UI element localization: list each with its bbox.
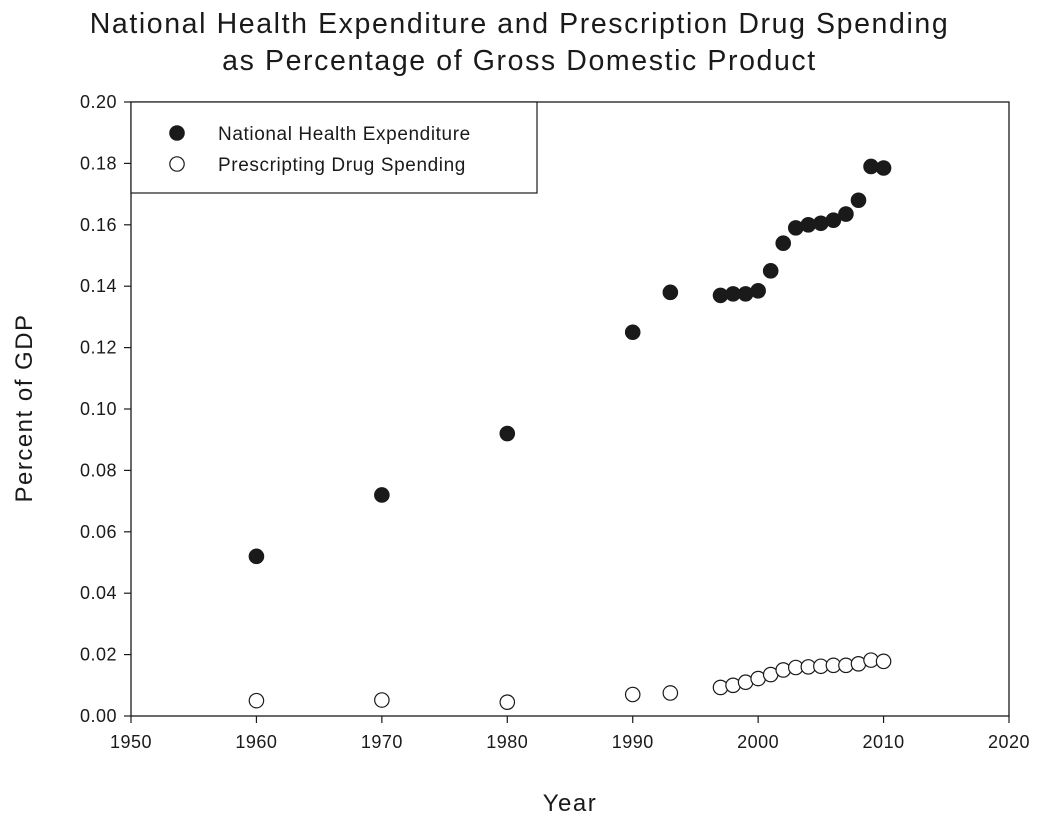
data-point-filled: [374, 487, 390, 503]
x-tick-label: 1970: [361, 732, 403, 752]
data-point-open: [875, 653, 892, 670]
plot-area: [130, 101, 1010, 717]
y-tick-label: 0.04: [80, 583, 117, 603]
legend-box: [130, 101, 538, 194]
y-axis-label: Percent of GDP: [11, 313, 38, 502]
y-tick-label: 0.12: [80, 338, 117, 358]
x-tick-label: 1980: [486, 732, 528, 752]
data-point-open: [775, 662, 792, 678]
plot-frame: [130, 101, 1010, 717]
legend: National Health Expenditure Prescripting …: [130, 101, 538, 194]
data-series: [248, 158, 892, 710]
x-tick-label: 1950: [110, 732, 152, 752]
x-tick-label: 1960: [235, 732, 277, 752]
data-point-open: [624, 686, 641, 703]
x-axis-ticks: 1950 1960 1970 1980 1990 2000 2010 2020: [110, 716, 1030, 752]
data-point-filled: [875, 160, 892, 176]
chart-title-line-1: National Health Expenditure and Prescrip…: [89, 8, 950, 40]
y-tick-label: 0.08: [80, 460, 117, 480]
data-point-open: [248, 692, 265, 709]
data-point-open: [662, 685, 679, 701]
legend-marker-open: [169, 156, 185, 172]
series-national-health-expenditure: [248, 158, 892, 565]
y-tick-label: 0.14: [80, 276, 117, 296]
data-point-filled: [775, 235, 792, 252]
legend-entry-label: National Health Expenditure: [218, 124, 471, 145]
data-point-filled: [825, 212, 842, 228]
y-tick-label: 0.18: [80, 153, 117, 173]
x-tick-label: 2020: [988, 732, 1030, 752]
y-tick-label: 0.10: [80, 399, 117, 419]
y-axis-ticks: 0.00 0.02 0.04 0.06 0.08 0.10 0.12 0.14 0.16 0.18…: [80, 92, 131, 726]
data-point-filled: [750, 283, 766, 299]
data-point-filled: [850, 192, 867, 209]
chart-title-line-2: as Percentage of Gross Domestic Product: [222, 45, 817, 77]
series-prescription-drug-spending: [248, 652, 892, 710]
y-tick-label: 0.02: [80, 645, 117, 665]
data-point-filled: [838, 206, 854, 222]
data-point-filled: [499, 425, 516, 442]
chart-title: National Health Expenditure and Prescrip…: [0, 6, 1039, 80]
y-tick-label: 0.00: [80, 706, 117, 726]
x-tick-label: 1990: [612, 732, 654, 752]
data-point-open: [712, 679, 729, 696]
y-tick-label: 0.06: [80, 522, 117, 542]
legend-entry-label: Prescripting Drug Spending: [218, 155, 466, 176]
y-tick-label: 0.16: [80, 215, 117, 235]
legend-marker-filled: [169, 125, 185, 141]
data-point-filled: [624, 324, 641, 341]
x-tick-label: 2000: [737, 732, 779, 752]
x-tick-label: 2010: [863, 732, 905, 752]
y-tick-label: 0.20: [80, 92, 117, 112]
x-axis-label: Year: [543, 790, 598, 817]
data-point-filled: [762, 263, 779, 279]
data-point-filled: [662, 284, 679, 301]
data-point-filled: [248, 548, 265, 565]
data-point-open: [374, 692, 390, 708]
data-point-open: [499, 694, 516, 710]
